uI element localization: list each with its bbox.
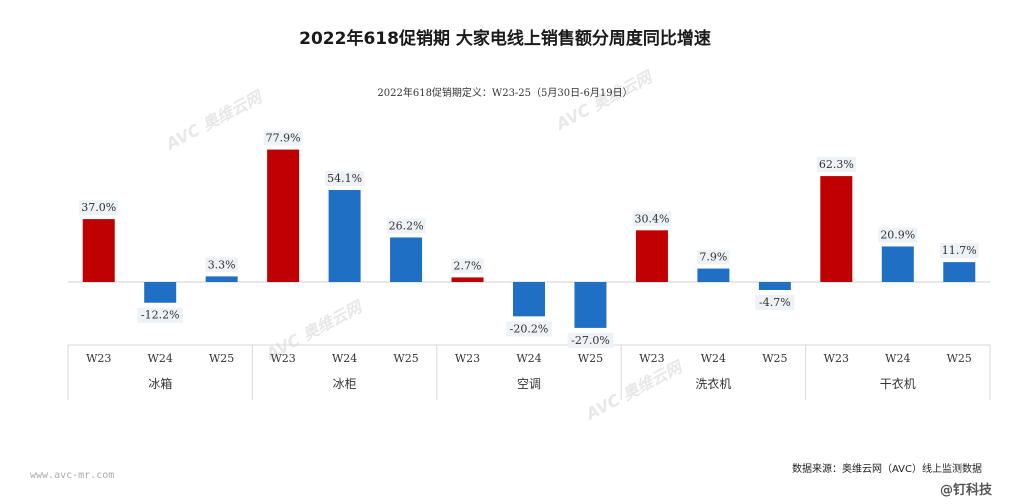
data-label-box: [939, 243, 979, 259]
data-label: 30.4%: [634, 212, 669, 225]
x-tick-label: W25: [209, 352, 234, 365]
data-label-box: [205, 257, 238, 273]
data-label-box: [137, 307, 183, 323]
data-label: -12.2%: [141, 309, 180, 322]
bar: [451, 277, 484, 282]
x-tick-label: W23: [455, 352, 480, 365]
group-label: 空调: [517, 377, 541, 391]
data-label: 3.3%: [208, 258, 236, 271]
bar: [267, 149, 300, 282]
x-tick-label: W23: [270, 352, 295, 365]
x-tick-label: W24: [701, 352, 726, 365]
x-tick-label: W24: [885, 352, 910, 365]
x-tick-label: W23: [86, 352, 111, 365]
group-label: 干衣机: [880, 376, 916, 391]
data-label: 7.9%: [699, 251, 727, 264]
watermark-brand: AVC 奥维云网: [551, 66, 657, 134]
x-tick-label: W23: [639, 352, 664, 365]
bar: [574, 282, 607, 328]
bar: [82, 219, 115, 282]
bar: [513, 282, 545, 317]
data-label: -4.7%: [759, 296, 791, 309]
data-label-box: [697, 249, 730, 265]
data-label-box: [567, 332, 614, 348]
group-label: 冰箱: [148, 376, 172, 391]
data-label-box: [451, 258, 484, 274]
plot-area: 37.0% W23 -12.2% W24 3.3% W25 冰箱 77.9% W23 54.1% W…: [67, 130, 991, 400]
x-tick-label: W25: [762, 352, 787, 365]
data-label: -27.0%: [571, 334, 610, 347]
data-label-box: [755, 294, 795, 310]
watermark-layer: AVC 奥维云网 AVC 奥维云网 AVC 奥维云网 AVC 奥维云网: [161, 66, 687, 424]
data-label: -20.2%: [510, 322, 549, 335]
x-tick-label: W25: [393, 352, 418, 365]
data-label-box: [878, 227, 918, 243]
group-label: 洗衣机: [695, 376, 731, 391]
data-label-box: [263, 130, 303, 146]
data-label: 11.7%: [942, 244, 977, 257]
data-label: 37.0%: [81, 201, 116, 214]
x-tick-label: W24: [516, 352, 541, 365]
bar: [943, 262, 976, 282]
watermark-brand: AVC 奥维云网: [161, 86, 267, 154]
x-tick-label: W25: [578, 352, 603, 365]
x-tick-label: W24: [332, 352, 357, 365]
group-label: 冰柜: [333, 377, 357, 391]
data-label: 2.7%: [454, 259, 482, 272]
chart-title: 2022年618促销期 大家电线上销售额分周度同比增速: [299, 28, 711, 49]
bar: [758, 282, 791, 290]
x-tick-label: W25: [947, 352, 972, 365]
bar: [390, 237, 423, 282]
data-label: 77.9%: [266, 132, 301, 145]
watermark-brand: AVC 奥维云网: [581, 356, 687, 424]
x-tick-label: W23: [824, 352, 849, 365]
data-label-box: [506, 321, 552, 337]
data-label: 54.1%: [327, 172, 362, 185]
bar: [820, 176, 853, 282]
bar: [328, 190, 361, 282]
data-label-box: [386, 218, 426, 234]
data-label: 62.3%: [819, 158, 854, 171]
bar: [144, 282, 177, 303]
data-label-box: [632, 211, 672, 227]
data-label-box: [325, 171, 365, 187]
data-label-box: [79, 200, 119, 216]
credit-watermark: @钉科技: [940, 482, 993, 498]
data-label-box: [816, 157, 856, 173]
bar: [635, 230, 668, 282]
bar: [205, 276, 238, 282]
x-tick-label: W24: [148, 352, 173, 365]
bar: [697, 268, 730, 282]
source-note: 数据来源：奥维云网（AVC）线上监测数据: [792, 462, 982, 475]
data-label: 26.2%: [389, 219, 424, 232]
website-watermark: www.avc-mr.com: [30, 470, 114, 481]
bar: [881, 246, 914, 282]
data-label: 20.9%: [880, 228, 915, 241]
chart-subtitle: 2022年618促销期定义：W23-25（5月30日-6月19日）: [377, 86, 632, 99]
